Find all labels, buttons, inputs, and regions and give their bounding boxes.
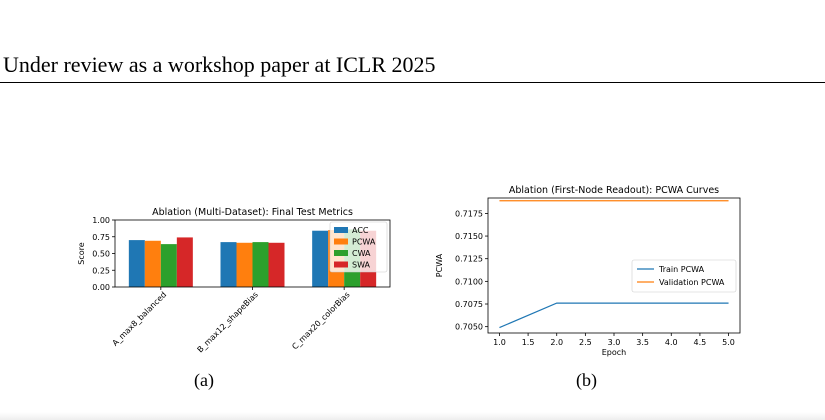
x-tick-label: 1.0 — [493, 338, 506, 347]
y-tick-label: 0.7175 — [455, 209, 483, 218]
y-tick-label: 0.00 — [92, 283, 110, 292]
page-header: Under review as a workshop paper at ICLR… — [3, 52, 436, 77]
y-axis-label: PCWA — [435, 253, 444, 277]
next-text-fragment — [0, 412, 825, 420]
legend-label-cwa: CWA — [352, 249, 371, 258]
bar-acc-1 — [128, 240, 145, 287]
header-rule — [0, 82, 825, 83]
bar-swa-2 — [268, 242, 285, 287]
y-tick-label: 0.50 — [92, 250, 110, 259]
legend-box — [329, 221, 388, 273]
x-tick-label: 4.5 — [694, 338, 707, 347]
legend-box — [631, 259, 737, 293]
x-tick-label: B_max12_shapeBias — [196, 290, 260, 354]
x-axis-label: Epoch — [602, 348, 627, 357]
bar-chart-figure: Ablation (Multi-Dataset): Final Test Met… — [77, 207, 391, 354]
x-tick-label: 3.5 — [636, 338, 649, 347]
bar-acc-2 — [220, 242, 237, 287]
subcaption-b: (b) — [576, 370, 597, 390]
legend-label-validation-pcwa: Validation PCWA — [659, 278, 725, 287]
y-tick-label: 0.7100 — [455, 277, 483, 286]
bar-cwa-1 — [160, 244, 177, 287]
legend-label-acc: ACC — [352, 226, 369, 235]
chart-title: Ablation (Multi-Dataset): Final Test Met… — [152, 207, 353, 218]
bar-pcwa-1 — [144, 240, 161, 287]
y-tick-label: 0.7150 — [455, 232, 483, 241]
x-tick-label: 5.0 — [722, 338, 735, 347]
y-tick-label: 0.7050 — [455, 323, 483, 332]
x-tick-label: A_max8_balanced — [111, 290, 169, 348]
chart-title: Ablation (First-Node Readout): PCWA Curv… — [509, 185, 719, 196]
x-tick-label: C_max20_colorBias — [290, 290, 351, 351]
y-tick-label: 0.25 — [92, 266, 110, 275]
bar-pcwa-2 — [236, 242, 253, 287]
legend-label-pcwa: PCWA — [352, 238, 376, 247]
x-tick-label: 4.0 — [665, 338, 678, 347]
y-tick-label: 1.00 — [92, 216, 110, 225]
y-axis-label: Score — [77, 242, 86, 264]
y-tick-label: 0.75 — [92, 233, 110, 242]
bar-acc-3 — [312, 230, 329, 287]
legend-swatch-swa — [334, 261, 348, 268]
x-tick-label: 2.5 — [579, 338, 592, 347]
bar-swa-1 — [176, 237, 193, 287]
subcaption-a: (a) — [194, 370, 214, 390]
legend-swatch-acc — [334, 227, 348, 233]
x-tick-label: 2.0 — [550, 338, 563, 347]
legend-swatch-cwa — [334, 250, 348, 256]
x-tick-label: 1.5 — [522, 338, 535, 347]
plot-frame — [114, 219, 391, 288]
y-tick-label: 0.7125 — [455, 255, 483, 264]
plot-frame — [487, 197, 741, 334]
legend-swatch-pcwa — [334, 238, 348, 245]
bar-cwa-2 — [252, 242, 269, 287]
series-line-train-pcwa — [499, 302, 729, 329]
legend-label-train-pcwa: Train PCWA — [658, 265, 705, 274]
legend-label-swa: SWA — [352, 261, 371, 270]
y-tick-label: 0.7075 — [455, 300, 483, 309]
x-tick-label: 3.0 — [608, 338, 621, 347]
line-chart-figure: Ablation (First-Node Readout): PCWA Curv… — [435, 185, 741, 357]
